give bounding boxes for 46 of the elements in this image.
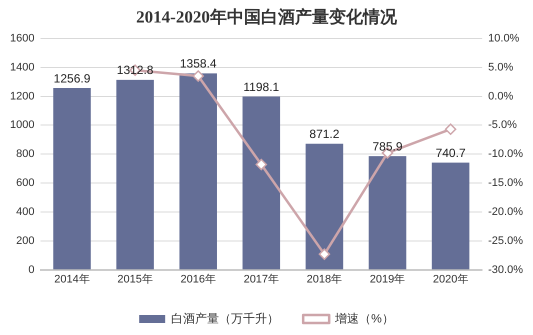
y2-tick-label: -30.0%: [488, 264, 524, 276]
x-tick-label: 2018年: [306, 273, 342, 286]
x-tick-label: 2015年: [117, 273, 153, 286]
y-tick-label: 600: [16, 177, 34, 190]
y-tick-label: 200: [16, 234, 34, 247]
x-tick-label: 2017年: [244, 273, 280, 286]
data-label: 1312.8: [116, 63, 154, 78]
x-tick-label: 2019年: [370, 273, 406, 286]
bar: [306, 144, 344, 270]
x-tick-label: 2020年: [432, 273, 468, 286]
bar: [53, 88, 91, 270]
bar: [116, 80, 154, 270]
y2-tick-label: 0.0%: [488, 90, 514, 102]
y-tick-label: 1000: [10, 119, 34, 132]
point: [318, 248, 330, 260]
chart-title: 2014-2020年中国白酒产量变化情况: [136, 8, 398, 27]
y-tick-label: 0: [28, 264, 34, 276]
y-tick-label: 1400: [10, 61, 34, 74]
data-label: 871.2: [309, 127, 340, 142]
y2-tick-label: -15.0%: [488, 177, 524, 190]
y2-tick-label: -10.0%: [488, 148, 524, 160]
y2-tick-label: -25.0%: [488, 234, 524, 247]
data-label: 1358.4: [180, 56, 217, 71]
y2-tick-label: -5.0%: [488, 119, 518, 132]
point: [256, 158, 268, 170]
bar: [242, 96, 280, 270]
point: [192, 70, 204, 82]
y-tick-label: 1600: [10, 32, 34, 44]
y-tick-label: 800: [16, 148, 34, 160]
legend-label: 白酒产量（万千升）: [171, 311, 280, 326]
data-label: 740.7: [436, 146, 466, 160]
y-tick-label: 400: [16, 206, 34, 218]
y2-tick-label: -20.0%: [488, 206, 524, 218]
bar: [432, 162, 470, 270]
x-tick-label: 2014年: [54, 273, 90, 286]
legend-label: 增速（%）: [334, 311, 394, 326]
bar: [179, 73, 217, 270]
y-tick-label: 1200: [10, 90, 34, 102]
y2-tick-label: 10.0%: [488, 32, 520, 44]
y2-tick-label: 5.0%: [488, 61, 514, 74]
data-label: 1256.9: [54, 71, 91, 86]
x-tick-label: 2016年: [180, 273, 216, 286]
point: [444, 123, 456, 135]
bar: [368, 156, 406, 270]
data-label: 785.9: [372, 139, 403, 154]
data-label: 1198.1: [243, 80, 280, 94]
